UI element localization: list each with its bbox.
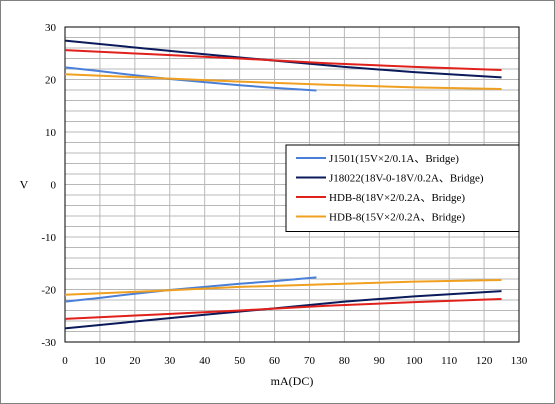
x-tick-label: 60: [269, 355, 281, 367]
x-tick-label: 110: [441, 355, 458, 367]
legend-entry-label: HDB-8(15V×2/0.2A、Bridge): [329, 212, 465, 224]
y-tick-label: -20: [41, 285, 56, 297]
y-axis-label: V: [20, 178, 29, 192]
x-tick-label: 100: [406, 355, 423, 367]
x-tick-label: 0: [62, 355, 68, 367]
series-2-positive-line: [64, 39, 502, 79]
x-tick-label: 20: [129, 355, 141, 367]
x-axis-label: mA(DC): [271, 374, 314, 388]
series-4-positive-line: [64, 73, 502, 90]
legend-entry-label: J18022(18V-0-18V/0.2A、Bridge): [329, 173, 484, 185]
x-axis-ticks: 0 10 20 30 40 50 60 70 80 90 100 110 120 130: [62, 355, 528, 367]
y-axis-ticks: 30 20 10 0 -10 -20 -30: [41, 22, 56, 349]
series-lines: [64, 39, 502, 330]
y-tick-label: 30: [45, 22, 57, 34]
y-tick-label: 0: [51, 180, 57, 192]
x-tick-label: 30: [164, 355, 176, 367]
y-tick-label: 10: [45, 127, 57, 139]
x-tick-label: 70: [304, 355, 316, 367]
x-tick-label: 90: [374, 355, 386, 367]
series-2-negative-line: [64, 290, 502, 330]
series-4-negative-line: [64, 279, 502, 296]
legend-entry-label: HDB-8(18V×2/0.2A、Bridge): [329, 192, 465, 204]
y-tick-label: -10: [41, 232, 56, 244]
x-tick-label: 130: [511, 355, 528, 367]
legend: J1501(15V×2/0.1A、Bridge) J18022(18V-0-18V…: [285, 144, 520, 232]
x-tick-label: 40: [199, 355, 211, 367]
x-tick-label: 120: [476, 355, 493, 367]
x-tick-label: 10: [94, 355, 106, 367]
x-tick-label: 80: [339, 355, 351, 367]
series-3-positive-line: [64, 49, 502, 72]
series-3-negative-line: [64, 297, 502, 320]
y-tick-label: -30: [41, 337, 56, 349]
legend-entry-label: J1501(15V×2/0.1A、Bridge): [329, 153, 459, 165]
x-tick-label: 50: [234, 355, 246, 367]
series-1-positive-line: [64, 66, 317, 92]
y-tick-label: 20: [45, 75, 57, 87]
